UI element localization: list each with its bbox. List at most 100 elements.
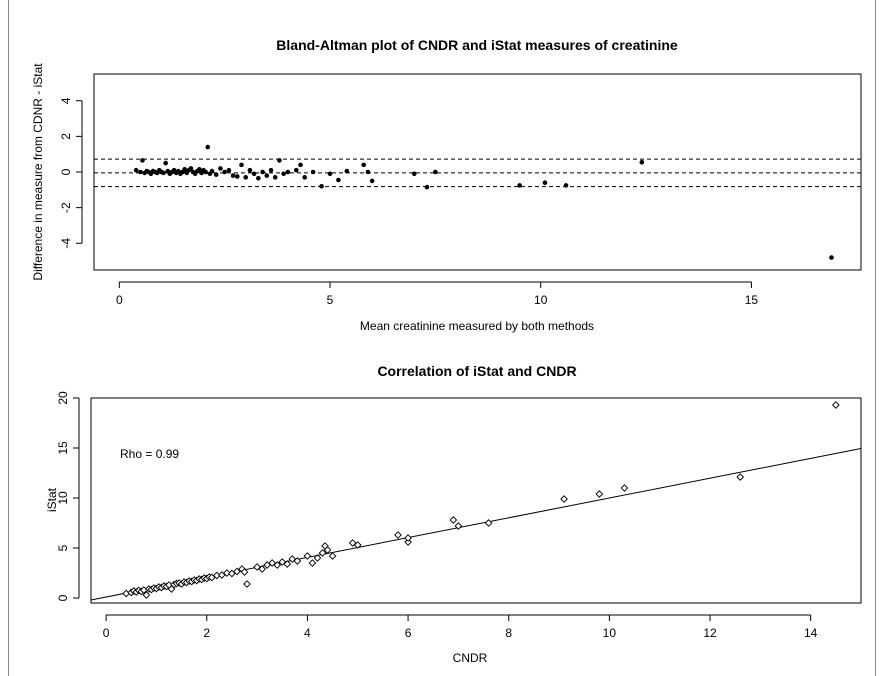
- y-tick-label: 20: [56, 391, 70, 405]
- data-point: [258, 565, 266, 573]
- bland-altman-title: Bland-Altman plot of CNDR and iStat meas…: [276, 37, 678, 53]
- data-point: [239, 162, 244, 168]
- data-point: [517, 183, 522, 188]
- data-point: [302, 175, 308, 180]
- data-point: [293, 557, 302, 565]
- y-tick-label: -2: [59, 202, 73, 213]
- data-point: [277, 158, 282, 163]
- data-point: [283, 560, 292, 568]
- correlation-marks: 0 2 4 6 8 10 12 14 0 5 10 15 20: [56, 391, 862, 640]
- data-point: [203, 169, 208, 175]
- data-point: [138, 169, 143, 175]
- y-tick-label: 0: [56, 594, 70, 601]
- data-point: [542, 180, 548, 185]
- data-point: [411, 171, 417, 177]
- x-tick-label: 6: [405, 626, 412, 640]
- data-point: [404, 538, 412, 546]
- data-point: [353, 541, 362, 549]
- data-point: [247, 167, 253, 173]
- frame-right-border: [875, 0, 876, 676]
- data-point: [163, 160, 168, 166]
- x-tick-label: 8: [505, 626, 512, 640]
- x-tick-label: 12: [703, 626, 717, 640]
- data-point: [205, 144, 211, 150]
- data-point: [424, 184, 430, 190]
- data-point: [449, 516, 458, 524]
- data-point: [230, 173, 236, 178]
- x-tick-label: 15: [745, 293, 759, 307]
- data-point: [273, 561, 282, 569]
- x-tick-label: 5: [327, 293, 334, 307]
- data-point: [310, 169, 316, 175]
- data-point: [563, 183, 569, 188]
- y-tick-label: 2: [59, 133, 73, 140]
- data-point: [240, 568, 249, 576]
- data-point: [233, 567, 241, 576]
- data-point: [264, 173, 270, 178]
- correlation-chart: Correlation of iStat and CNDR 0 2 4 6 8 10 12 1…: [45, 363, 862, 665]
- data-point: [829, 255, 834, 260]
- data-point: [344, 168, 350, 174]
- bland-altman-marks: 0 5 10 15 -4 -2 0 2 4: [59, 97, 861, 307]
- data-point: [639, 159, 645, 165]
- data-point: [832, 401, 840, 409]
- data-point: [285, 169, 291, 175]
- y-tick-label: 15: [56, 441, 70, 455]
- x-tick-label: 2: [203, 626, 210, 640]
- bland-altman-plot-box: [93, 73, 862, 271]
- bland-altman-chart: Bland-Altman plot of CNDR and iStat meas…: [31, 37, 862, 333]
- data-point: [323, 546, 332, 554]
- data-point: [188, 166, 194, 171]
- data-point: [218, 166, 223, 171]
- data-point: [454, 522, 463, 530]
- data-point: [223, 569, 231, 577]
- data-point: [736, 473, 745, 481]
- correlation-y-axis-label: iStat: [45, 487, 59, 512]
- y-tick-label: 0: [59, 168, 73, 175]
- data-point: [595, 490, 604, 498]
- data-point: [433, 169, 438, 175]
- data-point: [260, 169, 265, 175]
- data-point: [361, 162, 367, 168]
- data-point: [243, 175, 249, 180]
- bland-altman-x-axis-label: Mean creatinine measured by both methods: [360, 319, 594, 333]
- data-point: [394, 531, 402, 539]
- data-point: [313, 554, 322, 562]
- data-point: [327, 171, 333, 177]
- data-point: [243, 580, 251, 588]
- correlation-x-axis-label: CNDR: [453, 651, 488, 665]
- data-point: [369, 178, 375, 184]
- data-point: [318, 549, 327, 557]
- data-point: [140, 158, 145, 163]
- data-point: [298, 162, 303, 168]
- data-point: [336, 177, 341, 183]
- data-point: [281, 171, 286, 177]
- data-point: [319, 183, 324, 189]
- data-point: [209, 168, 215, 174]
- data-point: [142, 591, 151, 599]
- frame-left-border: [8, 0, 9, 676]
- data-point: [484, 519, 493, 527]
- data-point: [133, 167, 139, 173]
- bland-altman-y-axis-label: Difference in measure from CDNR - iStat: [31, 63, 45, 281]
- data-point: [328, 552, 337, 560]
- data-point: [213, 172, 219, 177]
- data-point: [560, 495, 568, 503]
- data-point: [303, 552, 312, 560]
- x-tick-label: 0: [116, 293, 123, 307]
- data-point: [256, 175, 261, 181]
- data-point: [293, 167, 299, 173]
- data-point: [268, 167, 274, 173]
- correlation-title: Correlation of iStat and CNDR: [377, 363, 576, 379]
- data-point: [161, 170, 166, 176]
- y-tick-label: -4: [59, 238, 73, 249]
- data-point: [308, 559, 317, 567]
- data-point: [182, 167, 187, 172]
- data-point: [404, 534, 412, 542]
- data-point: [272, 175, 278, 180]
- data-point: [222, 169, 227, 175]
- x-tick-label: 10: [603, 626, 617, 640]
- correlation-plot-box: [90, 397, 862, 604]
